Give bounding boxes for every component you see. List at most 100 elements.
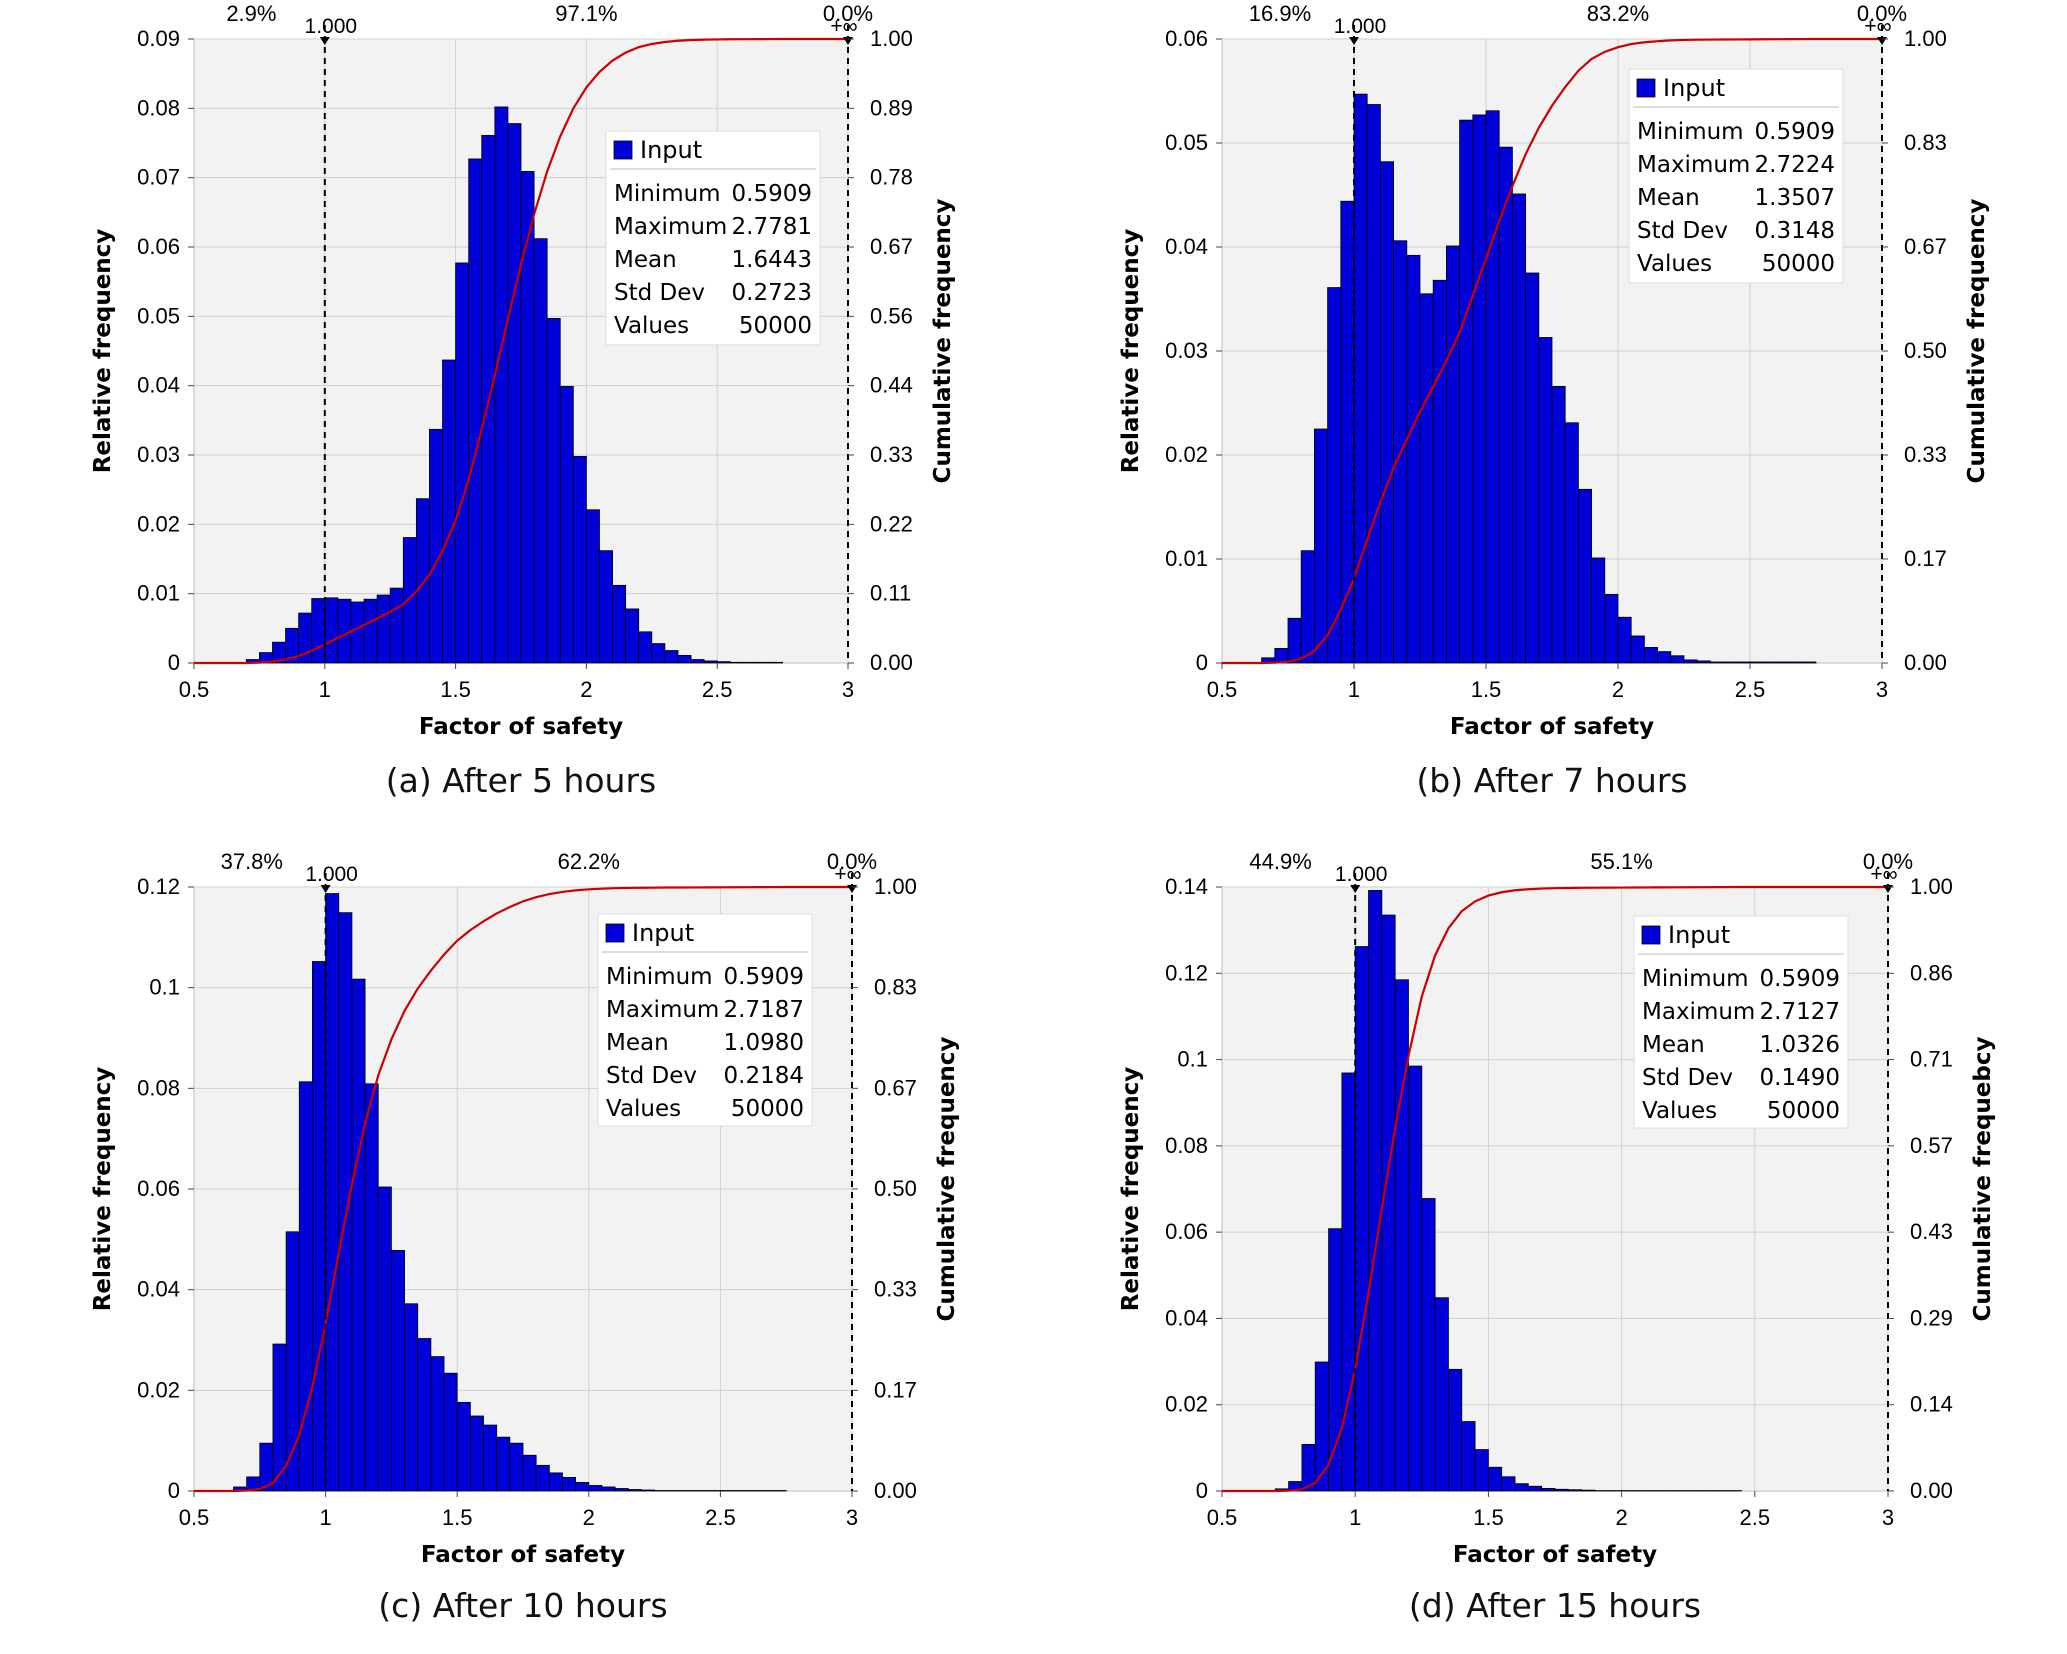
histogram-bar	[376, 594, 391, 664]
y2-tick-label: 0.11	[870, 581, 911, 606]
chart-panel-2: 1.000 +∞ 16.9% 83.2% 0.0% 0 0.01 0.02 0.03 0.04 0.…	[1118, 1, 1990, 800]
legend-swatch	[613, 140, 633, 160]
marker-arrow	[1350, 885, 1361, 893]
legend-stat-value: 0.5909	[1755, 119, 1835, 145]
legend-stat-value: 1.0980	[724, 1030, 804, 1056]
histogram-bar	[1380, 161, 1395, 664]
y2-tick-label: 0.67	[870, 234, 913, 259]
x-tick-label: 2	[583, 1505, 595, 1530]
x-tick-label: 2.5	[705, 1505, 736, 1530]
y-tick-label: 0	[1196, 650, 1208, 675]
legend-background	[1633, 915, 1849, 1129]
x-tick-label: 0.5	[179, 1505, 210, 1530]
histogram-bar	[1488, 1466, 1503, 1492]
histogram-bar	[651, 643, 666, 664]
histogram-bar	[1354, 946, 1369, 1492]
histogram-bar	[402, 537, 417, 664]
histogram-bar	[1368, 890, 1383, 1492]
histogram-bar	[389, 587, 404, 664]
histogram-bar	[351, 978, 366, 1492]
histogram-bar	[469, 1415, 484, 1492]
histogram-bar	[1314, 428, 1329, 664]
histogram-bar	[533, 238, 548, 664]
legend-stat-value: 2.7127	[1760, 999, 1840, 1025]
histogram-bar	[324, 597, 339, 664]
panel-caption: (a) After 5 hours	[386, 761, 656, 800]
histogram-bar	[1434, 1297, 1449, 1492]
region-percent-label: 0.0%	[823, 1, 873, 26]
y-tick-label: 0.1	[1177, 1047, 1208, 1072]
histogram-bar	[1527, 1485, 1543, 1492]
marker-label: +∞	[1870, 863, 1897, 886]
x-tick-label: 2	[1612, 677, 1624, 702]
histogram-bar	[625, 608, 640, 664]
y2-tick-label: 0.67	[1904, 234, 1947, 259]
histogram-bar	[562, 1477, 577, 1492]
region-percent-label: 37.8%	[221, 849, 283, 874]
legend-stat-name: Maximum	[1637, 152, 1750, 178]
y-tick-label: 0.02	[137, 511, 180, 536]
y-tick-label: 0.12	[137, 874, 180, 899]
histogram-bar	[1538, 337, 1553, 664]
histogram-bar	[1567, 1489, 1583, 1492]
region-percent-label: 62.2%	[558, 849, 620, 874]
histogram-bar	[1446, 245, 1461, 664]
panel-caption: (b) After 7 hours	[1416, 761, 1687, 800]
histogram-bar	[442, 359, 456, 664]
histogram-bar	[1406, 254, 1421, 664]
histogram-bar	[641, 1489, 656, 1492]
histogram-bar	[1421, 1198, 1436, 1492]
histogram-bar	[1776, 661, 1791, 664]
histogram-bar	[1341, 1072, 1356, 1492]
histogram-bar	[443, 1372, 458, 1492]
histogram-bar	[1578, 488, 1593, 664]
y2-tick-label: 0.14	[1910, 1392, 1953, 1417]
x-tick-label: 1.5	[440, 677, 471, 702]
legend-stat-name: Mean	[614, 247, 677, 273]
histogram-bar	[1408, 1065, 1423, 1492]
histogram-bar	[1723, 661, 1738, 664]
x-axis-label: Factor of safety	[421, 1542, 625, 1568]
histogram-bar	[338, 912, 353, 1492]
y2-tick-label: 0.29	[1910, 1305, 1953, 1330]
marker-label: 1.000	[1334, 15, 1387, 38]
y2-tick-label: 0.33	[1904, 442, 1947, 467]
x-tick-label: 1	[319, 1505, 331, 1530]
y2-tick-label: 0.89	[870, 95, 913, 120]
legend-stat-name: Minimum	[1642, 966, 1749, 992]
histogram-bar	[1287, 617, 1302, 664]
histogram-bar	[638, 631, 653, 664]
histogram-bar	[1762, 661, 1777, 664]
histogram-bar	[1474, 1449, 1489, 1492]
histogram-bar	[468, 158, 483, 664]
x-tick-label: 2.5	[1735, 677, 1766, 702]
legend-swatch	[1636, 78, 1656, 98]
x-tick-label: 3	[842, 677, 854, 702]
histogram-bar	[364, 1083, 379, 1492]
marker-label: +∞	[1864, 15, 1891, 38]
histogram-bar	[430, 1356, 445, 1492]
chart-panel-4: 1.000 +∞ 44.9% 55.1% 0.0% 0 0.02 0.04 0.06 0.08 0.…	[1118, 849, 1996, 1625]
y2-tick-label: 0.56	[870, 303, 913, 328]
histogram-bar	[546, 318, 561, 664]
y-tick-label: 0.02	[1165, 442, 1208, 467]
y-tick-label: 0	[168, 650, 180, 675]
x-tick-label: 0.5	[179, 677, 210, 702]
legend-stat-value: 2.7224	[1755, 152, 1835, 178]
histogram-bar	[312, 961, 327, 1492]
y2-tick-label: 0.17	[874, 1377, 917, 1402]
histogram-bar	[733, 1490, 748, 1492]
histogram-bar	[494, 106, 509, 664]
y2-tick-label: 0.00	[874, 1478, 917, 1503]
histogram-bar	[415, 498, 430, 664]
legend-background	[605, 130, 821, 346]
histogram-bar	[1591, 557, 1606, 664]
histogram-bar	[350, 601, 365, 664]
cumulative-curve	[194, 37, 848, 665]
legend-stat-name: Values	[614, 313, 689, 339]
region-percent-label: 97.1%	[555, 1, 617, 26]
cumulative-curve	[194, 885, 852, 1493]
y2-tick-label: 0.86	[1910, 960, 1953, 985]
